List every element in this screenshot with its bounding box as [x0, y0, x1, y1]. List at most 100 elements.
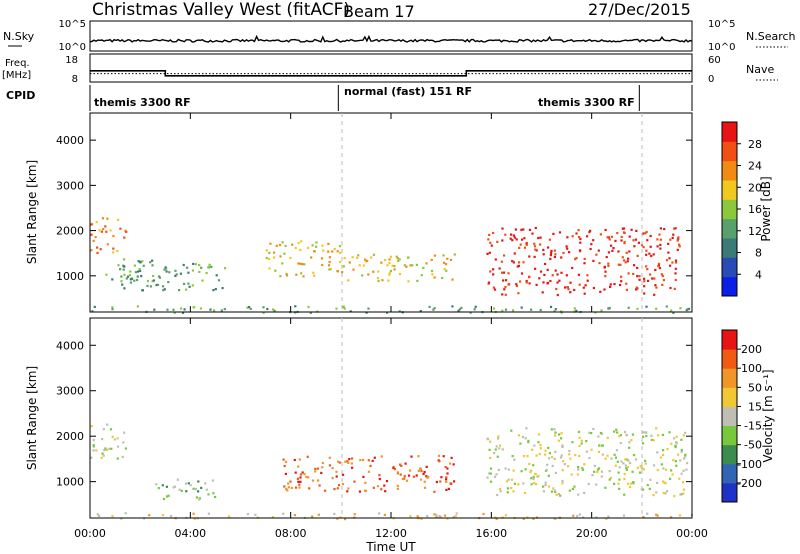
range-gate-cell: [574, 454, 577, 457]
range-gate-cell: [441, 276, 444, 280]
range-gate-cell: [675, 442, 678, 445]
range-gate-cell: [673, 437, 676, 440]
range-gate-cell: [482, 512, 485, 516]
range-gate-cell: [183, 308, 186, 311]
range-gate-cell: [583, 292, 586, 295]
range-gate-cell: [104, 225, 107, 228]
noise-right-label: N.Search: [746, 30, 796, 43]
range-gate-cell: [617, 263, 620, 266]
range-gate-cell: [165, 495, 169, 498]
range-gate-cell: [652, 494, 655, 497]
range-gate-cell: [383, 513, 386, 516]
range-gate-cell: [586, 235, 589, 238]
range-gate-cell: [608, 478, 611, 481]
range-gate-cell: [569, 281, 572, 284]
range-gate-cell: [646, 268, 649, 271]
x-tick-label: 04:00: [174, 527, 206, 540]
range-gate-cell: [680, 450, 683, 453]
range-gate-cell: [563, 463, 566, 466]
range-gate-cell: [661, 283, 664, 286]
range-gate-cell: [665, 305, 668, 308]
range-gate-cell: [388, 272, 391, 275]
y-tick-label: 1000: [56, 270, 84, 283]
range-gate-cell: [96, 251, 99, 254]
range-gate-cell: [220, 309, 223, 312]
range-gate-cell: [112, 235, 115, 238]
range-gate-cell: [592, 259, 595, 262]
range-gate-cell: [396, 257, 399, 260]
range-gate-cell: [437, 454, 441, 457]
range-gate-cell: [179, 272, 182, 275]
range-gate-cell: [655, 427, 658, 430]
colorbar-tick-label: 100: [741, 362, 762, 375]
noise-left-tick-bottom: 10^0: [59, 42, 86, 53]
range-gate-cell: [393, 468, 396, 471]
range-gate-cell: [493, 288, 497, 291]
colorbar-swatch: [722, 444, 737, 465]
range-gate-cell: [513, 482, 516, 485]
range-gate-cell: [640, 465, 643, 468]
range-gate-cell: [614, 456, 618, 459]
range-gate-cell: [608, 306, 611, 310]
range-gate-cell: [498, 447, 501, 450]
colorbar-swatch: [722, 122, 737, 142]
range-gate-cell: [136, 270, 140, 273]
y-tick-label: 3000: [56, 179, 84, 192]
colorbar-tick-label: 28: [748, 138, 762, 151]
range-gate-cell: [555, 287, 558, 291]
range-gate-cell: [525, 281, 528, 284]
range-gate-cell: [140, 275, 143, 278]
range-gate-cell: [499, 490, 502, 493]
range-gate-cell: [627, 257, 630, 260]
range-gate-cell: [598, 262, 601, 265]
range-gate-cell: [632, 454, 636, 457]
range-gate-cell: [561, 482, 564, 485]
range-gate-cell: [571, 266, 574, 270]
range-gate-cell: [657, 434, 660, 437]
range-gate-cell: [625, 251, 628, 254]
range-gate-cell: [544, 484, 547, 487]
range-gate-cell: [378, 474, 381, 477]
colorbar-swatch: [722, 368, 737, 388]
range-gate-cell: [348, 458, 351, 461]
range-gate-cell: [268, 267, 271, 270]
y-tick-label: 3000: [56, 385, 84, 398]
range-gate-cell: [670, 442, 673, 445]
range-gate-cell: [608, 470, 611, 473]
range-gate-cell: [622, 462, 625, 465]
range-gate-cell: [284, 460, 288, 463]
range-gate-cell: [489, 241, 492, 244]
colorbar-swatch: [722, 406, 737, 427]
range-gate-cell: [578, 513, 581, 516]
range-gate-cell: [376, 485, 380, 488]
range-gate-cell: [549, 305, 553, 308]
range-gate-cell: [90, 223, 93, 226]
range-gate-cell: [678, 477, 681, 480]
range-gate-cell: [120, 275, 123, 278]
range-gate-cell: [656, 245, 659, 248]
range-gate-cell: [533, 255, 536, 258]
range-gate-cell: [577, 229, 580, 232]
range-gate-cell: [674, 444, 677, 447]
range-gate-cell: [669, 264, 672, 267]
range-gate-cell: [546, 268, 549, 271]
range-gate-cell: [655, 513, 658, 516]
range-gate-cell: [501, 448, 504, 451]
range-gate-cell: [565, 274, 568, 277]
range-gate-cell: [653, 277, 656, 280]
range-gate-cell: [552, 232, 555, 235]
range-gate-cell: [405, 265, 408, 268]
range-gate-cell: [433, 490, 436, 493]
colorbar-swatch: [722, 482, 737, 503]
freq-right-tick-top: 60: [708, 55, 721, 66]
range-gate-cell: [344, 460, 347, 463]
range-gate-cell: [684, 431, 687, 434]
range-gate-cell: [119, 227, 122, 230]
range-gate-cell: [616, 232, 619, 235]
range-gate-cell: [642, 435, 645, 438]
range-gate-cell: [593, 464, 596, 468]
range-gate-cell: [336, 250, 339, 253]
range-gate-cell: [550, 490, 553, 493]
range-gate-cell: [620, 460, 623, 463]
range-gate-cell: [611, 249, 614, 252]
